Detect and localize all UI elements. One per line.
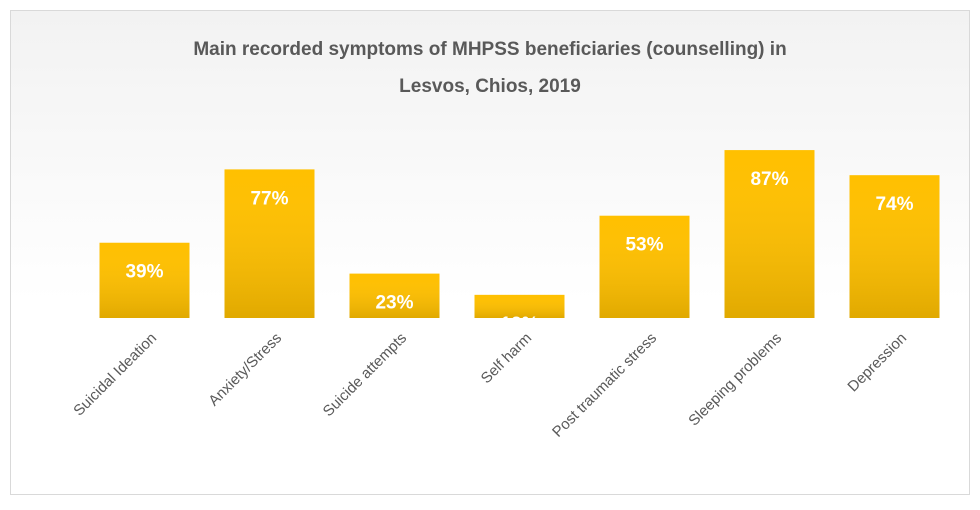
value-label: 77% xyxy=(250,188,288,209)
value-label: 12% xyxy=(500,314,538,335)
bar xyxy=(599,215,690,318)
chart-title: Main recorded symptoms of MHPSS benefici… xyxy=(193,39,786,97)
value-label: 39% xyxy=(125,262,163,283)
value-label: 87% xyxy=(750,169,788,190)
value-label: 23% xyxy=(375,293,413,314)
value-label: 74% xyxy=(875,194,913,215)
value-label: 53% xyxy=(625,235,663,256)
